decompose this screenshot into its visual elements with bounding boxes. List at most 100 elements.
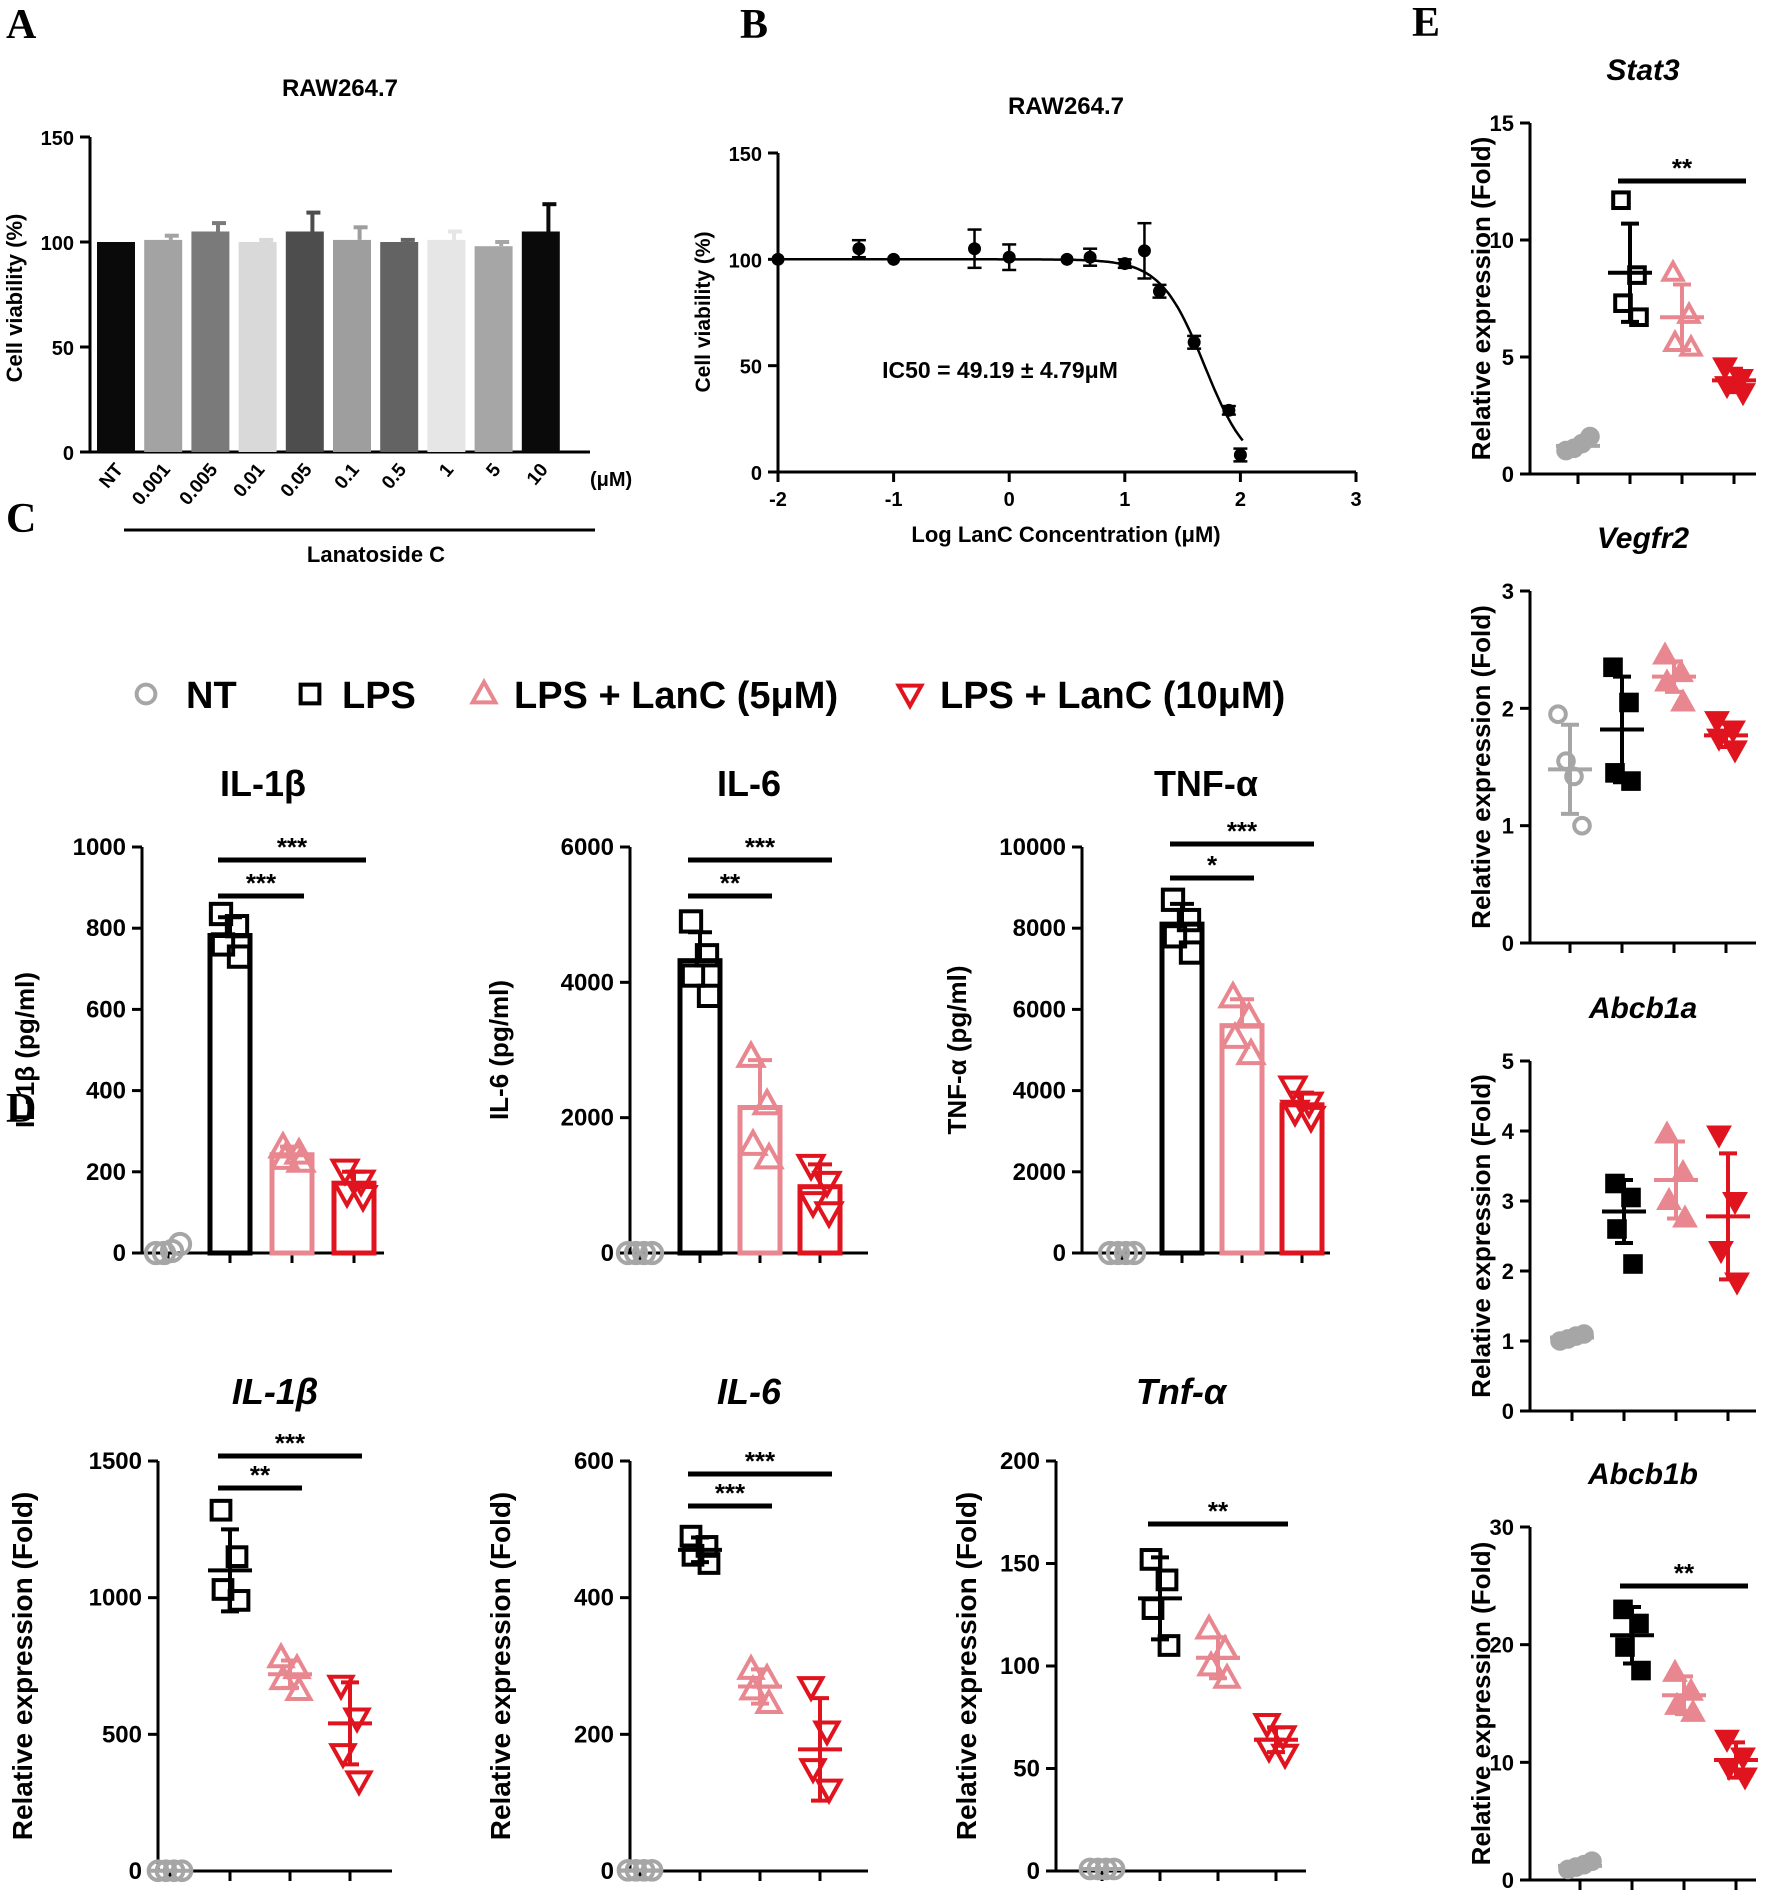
data-point [1613,293,1633,313]
chart-title-d2: Tnf-α [1136,1371,1228,1412]
x-tick-label: NT [95,459,128,492]
data-point [1176,907,1202,933]
bar [191,231,230,452]
data-point [814,1778,844,1806]
data-point [1233,448,1247,462]
bar [1159,921,1205,1256]
bar [427,239,466,452]
x-tick-label: 0 [1004,489,1015,511]
y-tick-label: 4 [1502,1119,1515,1144]
data-point [267,1130,299,1159]
data-point [1714,1729,1740,1753]
data-point [1605,1173,1625,1194]
y-tick-label: 0 [601,1240,614,1267]
y-axis-label-c0: IL-1β (pg/ml) [10,972,40,1128]
data-point [1623,1254,1643,1274]
data-point [162,1859,186,1883]
y-tick-label: 30 [1490,1515,1514,1540]
significance-label: *** [745,1446,776,1476]
data-point [1222,403,1236,417]
x-tick-label: 0.1 [331,459,364,493]
data-point [1724,1272,1750,1296]
x-tick-label: 5 [483,459,506,481]
data-point [344,1770,374,1797]
y-tick-label: 5 [1502,1049,1514,1074]
data-point [1582,1851,1602,1871]
legend-label-1: LPS [342,675,416,717]
bar [285,231,324,452]
y-axis-label-d0: Relative expression (Fold) [7,1492,38,1841]
y-tick-label: 4000 [561,969,614,996]
data-point [1233,1000,1265,1029]
data-point [1078,1857,1102,1881]
panel-label-e: E [1412,0,1440,46]
y-tick-label: 600 [574,1448,614,1475]
panel-label-c: C [6,496,36,542]
data-point [154,1859,178,1883]
bar [207,933,253,1256]
data-point [227,1589,251,1612]
data-point [1656,1186,1682,1210]
legend-label-3: LPS + LanC (10μM) [940,675,1285,717]
data-point [284,1674,314,1701]
data-point [1178,940,1204,965]
significance-label: * [1207,850,1218,880]
significance-label: ** [250,1460,271,1490]
data-point [1706,1125,1732,1149]
data-point [1210,1633,1240,1660]
data-point [1664,1691,1690,1715]
y-tick-label: 600 [86,996,126,1023]
legend-marker-0 [134,682,158,706]
data-point [1572,815,1592,836]
fit-curve [778,258,1244,442]
x-tick-label: -1 [885,489,903,511]
data-point [623,1240,649,1266]
data-point [1160,887,1186,912]
bar [474,246,513,452]
y-axis-label-a: Cell viability (%) [2,214,27,383]
y-tick-label: 0 [129,1858,142,1885]
data-point [1678,1677,1704,1701]
data-point [771,252,785,266]
data-point [754,1687,784,1714]
data-point [347,1185,379,1214]
data-point [1268,1725,1298,1752]
chart-title-e0: Stat3 [1606,54,1680,87]
significance-label: *** [277,832,308,862]
data-point [887,252,901,266]
chart-title-a: RAW264.7 [282,75,398,102]
data-point [208,901,234,927]
bar [144,239,183,452]
y-tick-label: 0 [751,463,762,485]
y-tick-label: 100 [41,233,74,255]
data-point [1680,1698,1706,1722]
significance-label: *** [745,832,776,862]
data-point [1252,1713,1282,1740]
x-tick-label: 0.5 [378,459,411,493]
data-point [624,1858,648,1882]
data-point [737,1127,769,1156]
x-tick-label: 0.001 [128,459,175,509]
x-tick-label: 2 [1235,489,1246,511]
data-point [632,1858,656,1882]
data-point [268,1663,298,1691]
y-tick-label: 8000 [1013,915,1066,942]
data-point [1187,335,1201,349]
chart-title-e1: Vegfr2 [1597,522,1690,555]
data-point [283,1136,315,1165]
data-point [167,1231,193,1257]
bar [380,242,419,452]
data-point [1712,357,1738,381]
y-tick-label: 20 [1490,1633,1514,1658]
x-tick-label: 0.01 [230,459,270,501]
data-point [811,1170,843,1200]
data-point [1137,244,1151,258]
data-point [1722,740,1748,764]
bar [333,239,371,452]
data-point [1670,688,1696,712]
data-point [798,1758,828,1785]
data-point [697,1552,721,1575]
y-tick-label: 1 [1502,814,1514,839]
y-tick-label: 150 [41,128,74,150]
y-tick-label: 2000 [561,1105,614,1132]
